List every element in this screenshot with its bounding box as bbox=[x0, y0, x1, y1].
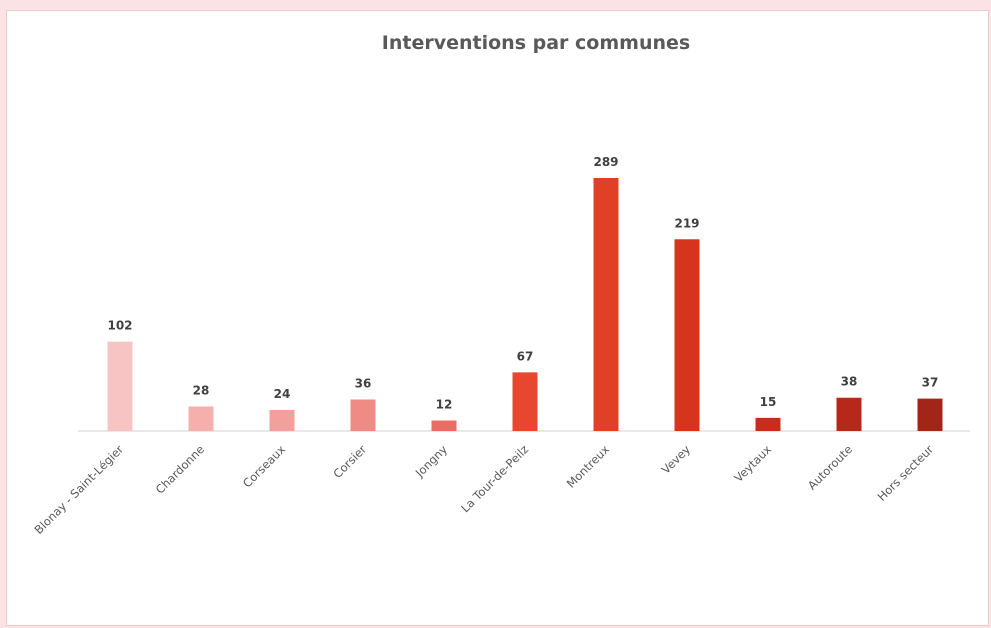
bar-0 bbox=[107, 341, 133, 431]
x-tick-label-8: Veytaux bbox=[731, 442, 774, 485]
bar-7 bbox=[674, 239, 700, 431]
x-tick-label-0: Blonay - Saint-Légier bbox=[32, 442, 127, 537]
x-tick-label-2: Corseaux bbox=[240, 442, 288, 490]
bar-6 bbox=[593, 178, 619, 431]
bar-5 bbox=[512, 372, 538, 431]
data-label-5: 67 bbox=[517, 349, 534, 363]
data-labels-group: 102 28 24 36 12 67 289 219 15 38 37 bbox=[107, 155, 938, 411]
data-label-6: 289 bbox=[593, 155, 618, 169]
data-label-4: 12 bbox=[436, 397, 453, 411]
bar-4 bbox=[431, 420, 457, 431]
data-label-0: 102 bbox=[107, 319, 132, 333]
x-tick-label-3: Corsier bbox=[330, 442, 369, 481]
data-label-1: 28 bbox=[193, 383, 210, 397]
x-tick-label-5: La Tour-de-Peilz bbox=[458, 442, 531, 515]
data-label-8: 15 bbox=[760, 395, 777, 409]
bar-3 bbox=[350, 399, 376, 431]
x-tick-label-7: Vevey bbox=[659, 442, 694, 477]
bar-9 bbox=[836, 397, 862, 431]
x-tick-label-1: Chardonne bbox=[153, 442, 207, 496]
chart-frame bbox=[6, 10, 989, 626]
x-tick-label-10: Hors secteur bbox=[875, 442, 937, 504]
x-tick-label-6: Montreux bbox=[564, 442, 613, 491]
bar-8 bbox=[755, 417, 781, 431]
data-label-2: 24 bbox=[274, 387, 291, 401]
bar-1 bbox=[188, 406, 214, 431]
x-tick-label-9: Autoroute bbox=[805, 442, 855, 492]
data-label-7: 219 bbox=[674, 216, 699, 230]
bar-10 bbox=[917, 398, 943, 431]
bars-group bbox=[107, 178, 943, 431]
data-label-9: 38 bbox=[841, 375, 858, 389]
data-label-3: 36 bbox=[355, 376, 372, 390]
x-tick-label-4: Jongny bbox=[412, 442, 450, 480]
data-label-10: 37 bbox=[922, 376, 939, 390]
chart-title: Interventions par communes bbox=[382, 32, 690, 54]
bar-2 bbox=[269, 409, 295, 431]
x-tick-labels-group: Blonay - Saint-Légier Chardonne Corseaux Co… bbox=[32, 442, 937, 537]
